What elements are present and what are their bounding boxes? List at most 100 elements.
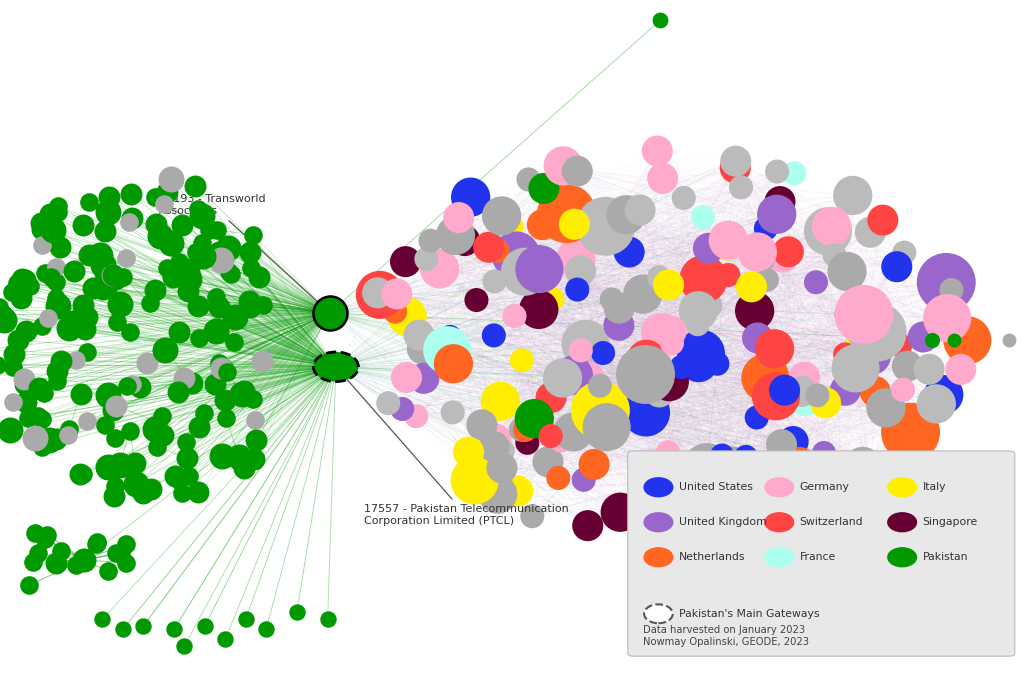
Point [766, 343, 782, 354]
Point [698, 300, 715, 311]
Point [776, 385, 793, 396]
Point [480, 242, 497, 252]
Point [565, 427, 582, 437]
Point [34, 240, 50, 250]
Point [530, 304, 547, 315]
Point [108, 432, 124, 443]
Point [213, 254, 229, 265]
Point [720, 270, 736, 281]
Point [103, 270, 120, 281]
Point [936, 389, 952, 400]
Point [289, 607, 305, 618]
Point [36, 388, 52, 398]
Point [151, 417, 167, 427]
Point [486, 276, 503, 287]
Point [19, 412, 36, 423]
Point [431, 263, 447, 274]
Point [110, 317, 126, 328]
Point [517, 267, 534, 277]
Text: France: France [800, 553, 836, 562]
Point [572, 266, 589, 277]
Point [176, 641, 193, 651]
Point [219, 367, 236, 378]
Text: Data harvested on January 2023
Nowmay Opalinski, GEODE, 2023: Data harvested on January 2023 Nowmay Op… [643, 625, 809, 647]
Point [157, 345, 173, 355]
Point [952, 364, 969, 375]
Point [856, 309, 872, 320]
Point [780, 246, 797, 257]
Point [2, 424, 18, 435]
Point [520, 174, 537, 185]
Point [554, 373, 570, 384]
Point [638, 407, 654, 418]
Point [66, 314, 82, 324]
Point [536, 276, 552, 287]
Point [181, 274, 198, 285]
Point [202, 225, 218, 236]
Point [398, 372, 415, 383]
Point [493, 396, 509, 406]
Point [178, 453, 195, 464]
Circle shape [765, 478, 794, 497]
Point [99, 566, 116, 577]
Circle shape [644, 478, 673, 497]
Point [598, 422, 614, 433]
Point [216, 362, 232, 373]
Point [163, 174, 179, 184]
Point [112, 460, 128, 471]
Point [447, 230, 464, 241]
Point [895, 432, 911, 443]
Point [5, 362, 22, 373]
Point [127, 457, 143, 468]
Point [27, 528, 43, 538]
Point [254, 355, 270, 366]
Point [135, 621, 152, 631]
Point [798, 395, 814, 406]
Point [862, 227, 879, 238]
Point [121, 217, 137, 227]
Point [166, 624, 182, 635]
Point [504, 221, 520, 232]
Point [60, 424, 77, 435]
Point [132, 382, 148, 392]
Point [690, 357, 707, 368]
Point [616, 206, 633, 217]
Point [534, 260, 550, 271]
Point [89, 536, 105, 547]
Point [494, 211, 510, 221]
Point [422, 236, 438, 246]
Point [485, 441, 502, 452]
Point [195, 238, 211, 248]
Point [716, 516, 732, 526]
Point [142, 297, 159, 308]
Point [227, 312, 244, 322]
Point [197, 621, 213, 631]
Point [927, 324, 943, 335]
Point [638, 354, 654, 365]
Point [242, 246, 258, 257]
Point [13, 292, 30, 303]
Point [230, 452, 247, 462]
Point [838, 266, 854, 277]
Point [50, 201, 67, 212]
Point [797, 372, 813, 383]
Point [535, 219, 551, 230]
Point [921, 364, 937, 375]
Point [959, 335, 976, 346]
Point [387, 306, 403, 317]
Point [105, 270, 122, 281]
Point [34, 442, 50, 453]
Point [575, 474, 592, 485]
Point [750, 332, 766, 343]
Point [639, 532, 655, 543]
Point [820, 226, 837, 237]
Point [494, 462, 510, 473]
Text: 17557 - Pakistan Telecommunication
Corporation Limited (PTCL): 17557 - Pakistan Telecommunication Corpo… [338, 369, 568, 526]
Point [13, 273, 30, 284]
Point [495, 446, 511, 456]
Point [319, 614, 336, 625]
Point [118, 253, 134, 264]
Point [159, 186, 175, 197]
Point [874, 215, 891, 225]
Point [187, 247, 204, 258]
